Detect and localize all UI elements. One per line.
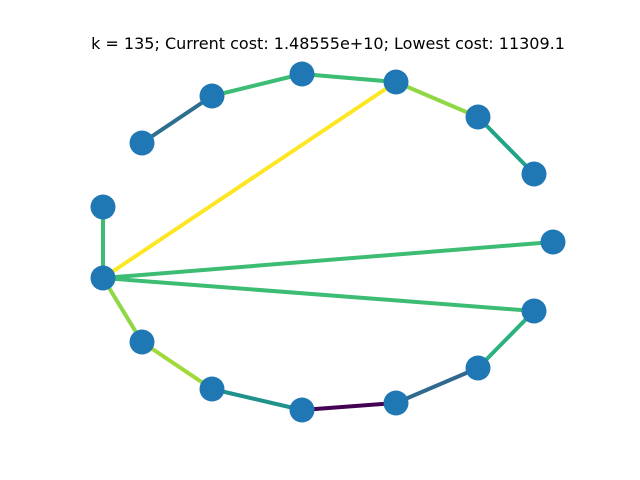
edge-n7-n8	[101, 240, 555, 280]
node-n11	[289, 397, 315, 423]
edge-n0-n1	[140, 94, 214, 145]
node-n13	[465, 355, 491, 381]
node-n12	[383, 390, 409, 416]
node-n10	[199, 376, 225, 402]
node-n14	[90, 194, 116, 220]
node-n2	[289, 61, 315, 87]
edge-n1-n2	[210, 72, 304, 98]
edge-n4-n5	[476, 115, 536, 176]
edge-n2-n3	[300, 72, 398, 84]
edge-n13-n6	[476, 309, 536, 370]
node-n9	[129, 329, 155, 355]
node-n5	[521, 161, 547, 187]
edge-n11-n12	[300, 401, 398, 412]
figure-title: k = 135; Current cost: 1.48555e+10; Lowe…	[91, 34, 565, 53]
node-n1	[199, 83, 225, 109]
edges-layer	[101, 72, 555, 412]
node-n4	[465, 104, 491, 130]
edge-n3-n4	[394, 80, 480, 119]
nodes-layer	[90, 61, 566, 423]
node-n3	[383, 69, 409, 95]
node-n0	[129, 130, 155, 156]
edge-n8-n6	[101, 276, 536, 313]
edge-n12-n13	[394, 366, 480, 405]
edge-n3-n8	[101, 80, 398, 280]
edge-n9-n10	[140, 340, 214, 391]
node-n6	[521, 298, 547, 324]
node-n7	[540, 229, 566, 255]
edge-n10-n11	[210, 387, 304, 412]
node-n8	[90, 265, 116, 291]
